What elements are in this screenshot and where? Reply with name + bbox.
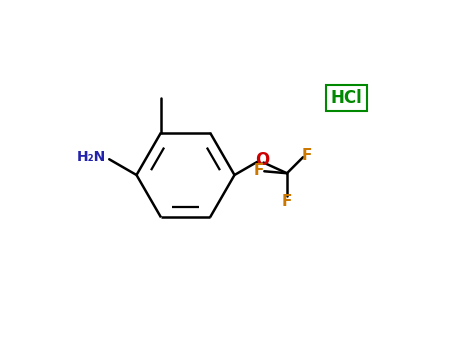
Text: F: F bbox=[253, 163, 264, 178]
Text: F: F bbox=[302, 148, 313, 163]
Text: F: F bbox=[282, 194, 292, 209]
Text: H₂N: H₂N bbox=[76, 150, 106, 164]
Text: HCl: HCl bbox=[331, 89, 362, 107]
Text: O: O bbox=[255, 151, 269, 169]
